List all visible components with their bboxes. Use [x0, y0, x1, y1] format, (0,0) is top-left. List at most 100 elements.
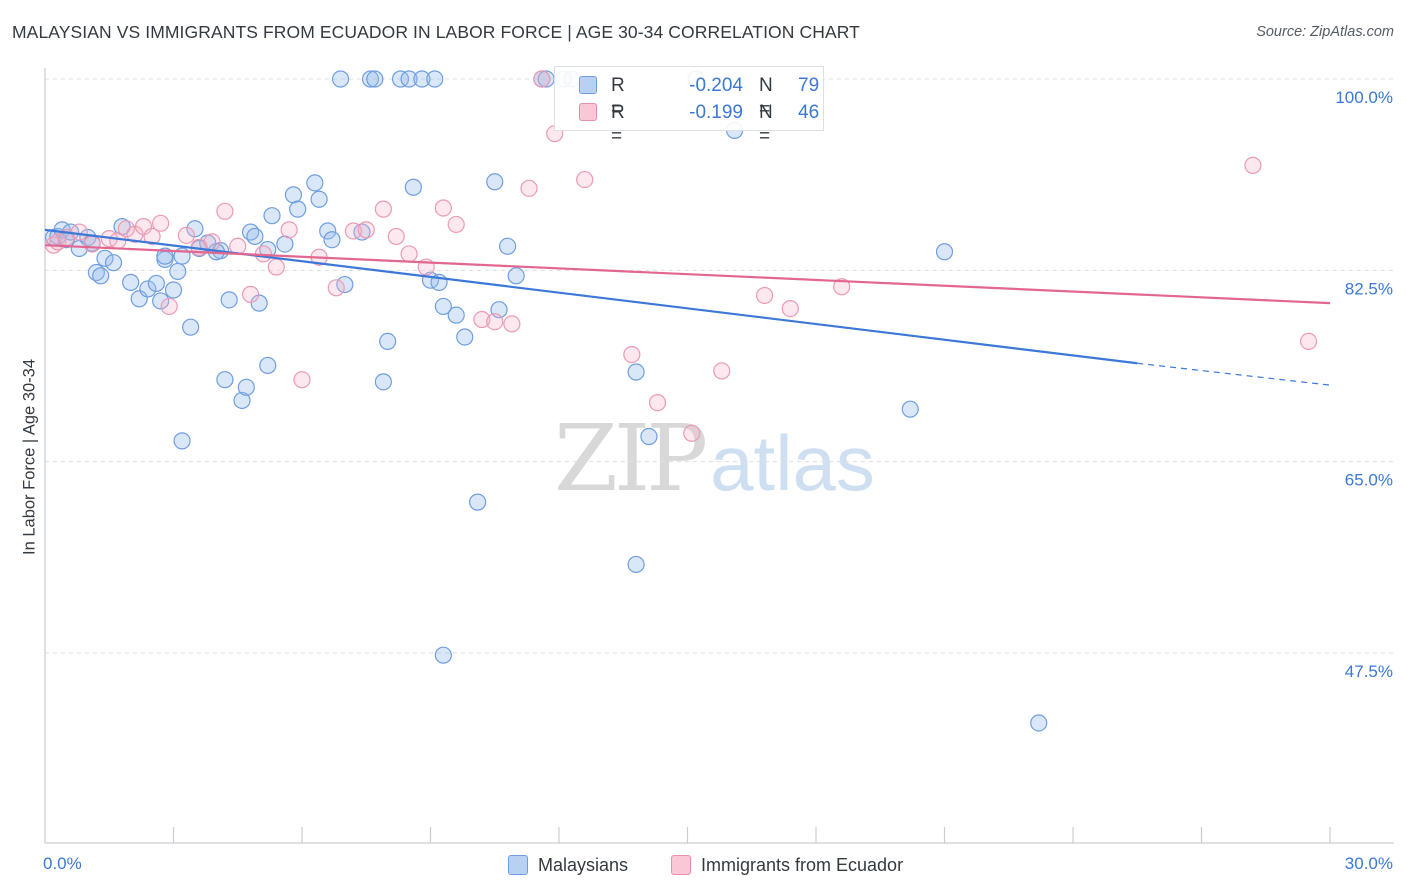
- point-malaysians: [147, 274, 165, 293]
- point-ecuador: [203, 233, 221, 251]
- legend-r-value: -0.204: [689, 75, 743, 96]
- point-ecuador: [152, 214, 170, 232]
- point-ecuador: [216, 202, 234, 220]
- point-malaysians: [434, 646, 452, 664]
- point-ecuador: [623, 345, 641, 364]
- point-malaysians: [96, 249, 114, 267]
- point-ecuador: [648, 394, 667, 412]
- point-ecuador: [280, 221, 298, 239]
- tick-labels: 100.0% 82.5% 65.0% 47.5% 0.0% 30.0%: [43, 88, 1393, 873]
- point-malaysians: [447, 306, 465, 324]
- point-ecuador: [755, 286, 774, 305]
- legend-r-label: R =: [611, 75, 625, 120]
- point-malaysians: [361, 70, 380, 88]
- point-malaysians: [323, 231, 341, 249]
- point-ecuador: [434, 199, 452, 217]
- point-malaysians: [331, 70, 350, 88]
- y-tick-label: 82.5%: [1345, 279, 1393, 298]
- point-ecuador: [267, 258, 285, 276]
- ecuador-points: [44, 70, 1318, 442]
- point-malaysians: [173, 432, 191, 450]
- point-ecuador: [160, 297, 178, 316]
- point-malaysians: [627, 363, 645, 381]
- point-malaysians: [426, 70, 444, 88]
- point-malaysians: [216, 371, 234, 389]
- point-ecuador: [327, 279, 345, 297]
- legend-label-malaysians: Malaysians: [538, 855, 629, 875]
- point-malaysians: [186, 220, 204, 238]
- point-malaysians: [263, 207, 281, 225]
- point-ecuador: [503, 315, 521, 333]
- x-tick-label: 0.0%: [43, 854, 82, 873]
- chart-title: MALAYSIAN VS IMMIGRANTS FROM ECUADOR IN …: [12, 22, 860, 42]
- point-malaysians: [901, 400, 919, 418]
- point-ecuador: [486, 313, 504, 331]
- legend-swatch-malaysians: [508, 855, 528, 875]
- legend-swatch-ecuador: [579, 103, 597, 121]
- point-ecuador: [70, 223, 88, 241]
- chart-source: Source: ZipAtlas.com: [1256, 24, 1394, 40]
- point-ecuador: [520, 179, 538, 197]
- point-ecuador: [1299, 332, 1318, 350]
- point-malaysians: [139, 280, 157, 298]
- x-tick-label: 30.0%: [1345, 854, 1393, 873]
- trend-line-malaysians: [44, 228, 1138, 365]
- y-tick-label: 100.0%: [1335, 88, 1393, 107]
- trend-lines: [44, 228, 1331, 386]
- point-malaysians: [366, 70, 384, 88]
- point-ecuador: [533, 70, 551, 88]
- point-malaysians: [156, 247, 174, 265]
- point-malaysians: [499, 237, 517, 255]
- legend-r-label: R =: [611, 102, 625, 147]
- point-malaysians: [220, 291, 238, 309]
- y-axis-label: In Labor Force | Age 30-34: [20, 359, 39, 555]
- malaysians-points: [44, 70, 1048, 732]
- axes: [44, 68, 1394, 844]
- point-malaysians: [284, 186, 303, 204]
- legend-n-label: N =: [759, 75, 773, 120]
- point-malaysians: [434, 297, 452, 316]
- point-malaysians: [507, 267, 525, 285]
- point-ecuador: [293, 371, 311, 389]
- point-malaysians: [400, 70, 418, 88]
- point-malaysians: [310, 190, 328, 208]
- point-malaysians: [164, 281, 183, 299]
- point-malaysians: [182, 318, 200, 336]
- point-malaysians: [374, 373, 392, 391]
- point-ecuador: [117, 220, 135, 238]
- point-ecuador: [143, 227, 161, 246]
- point-malaysians: [1030, 714, 1048, 732]
- point-ecuador: [357, 221, 375, 239]
- point-malaysians: [122, 273, 140, 291]
- legend-n-value: 46: [798, 102, 820, 123]
- point-malaysians: [413, 70, 431, 88]
- point-malaysians: [276, 235, 294, 253]
- point-ecuador: [781, 300, 799, 318]
- point-malaysians: [92, 267, 110, 285]
- point-malaysians: [306, 174, 324, 192]
- point-malaysians: [935, 243, 954, 261]
- point-ecuador: [242, 285, 260, 303]
- legend-swatch-malaysians: [579, 76, 597, 94]
- point-malaysians: [456, 328, 474, 346]
- point-malaysians: [319, 222, 337, 240]
- point-malaysians: [233, 391, 251, 410]
- y-tick-label: 65.0%: [1345, 471, 1393, 490]
- point-malaysians: [246, 227, 264, 246]
- point-malaysians: [104, 254, 123, 272]
- y-tick-label: 47.5%: [1345, 662, 1393, 681]
- point-malaysians: [259, 356, 277, 375]
- legend-label-ecuador: Immigrants from Ecuador: [701, 855, 904, 875]
- legend-box: R = -0.204 N = 79 R = -0.199 N = 46: [554, 66, 824, 147]
- point-malaysians: [486, 173, 504, 191]
- point-ecuador: [447, 215, 465, 234]
- point-malaysians: [379, 332, 397, 350]
- point-ecuador: [713, 362, 731, 380]
- point-ecuador: [400, 245, 418, 263]
- point-ecuador: [177, 226, 195, 244]
- point-malaysians: [152, 292, 170, 310]
- point-malaysians: [289, 200, 307, 218]
- bottom-legend: Malaysians Immigrants from Ecuador: [0, 853, 1406, 877]
- trend-line-malaysians-extrapolated: [1137, 362, 1331, 386]
